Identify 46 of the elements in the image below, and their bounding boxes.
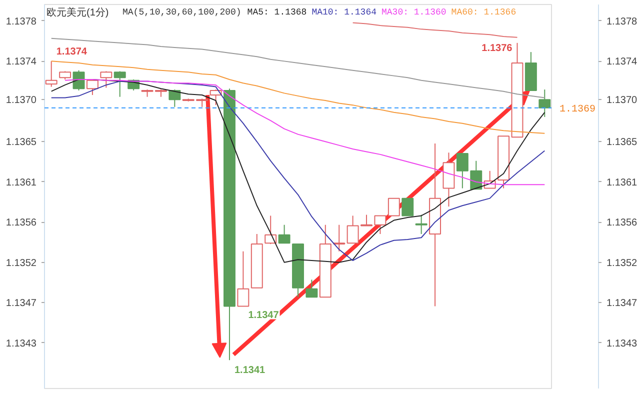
candlestick (237, 250, 250, 307)
text: MA5: 1.1368 (247, 8, 307, 18)
y-tick-label: 1.1347 (6, 298, 37, 310)
y-tick-label: 1.1361 (6, 177, 37, 188)
y2-tick-label: 1.1343 (606, 338, 638, 350)
candlestick (306, 279, 318, 298)
chart-title: 欧元美元(1分) (46, 6, 109, 18)
y-tick-label: 1.1370 (6, 95, 37, 106)
candlestick (45, 60, 58, 88)
annotation: 1.1376 (482, 43, 513, 54)
chart-subtitle: MA(5,10,30,60,100,200) (122, 8, 242, 18)
text: MA60: 1.1366 (451, 8, 516, 18)
y-tick-label: 1.1365 (6, 137, 37, 148)
candlestick (86, 78, 98, 96)
y2-tick-label: 1.1347 (606, 298, 638, 310)
y2-tick-label: 1.1370 (606, 95, 638, 106)
text: MA30: 1.1360 (382, 8, 446, 18)
y-tick-label: 1.1352 (6, 258, 37, 269)
candlestick (168, 89, 181, 108)
candlestick (114, 70, 126, 98)
annotation: 1.1341 (234, 365, 266, 376)
annotation: 1.1347 (248, 310, 280, 322)
y2-tick-label: 1.1361 (606, 177, 638, 188)
y2-tick-label: 1.1352 (606, 258, 638, 269)
candlestick (538, 89, 551, 118)
candlestick (402, 198, 414, 216)
line-series (50, 60, 546, 134)
y-tick-label: 1.1378 (6, 16, 37, 28)
candlestick (100, 70, 112, 88)
y2-tick-label: 1.1356 (606, 218, 638, 229)
annotation: 1.1374 (56, 46, 88, 58)
candlestick (333, 224, 346, 252)
candlestick (210, 89, 222, 106)
ref-line-label: 1.1369 (560, 104, 596, 116)
y2-tick-label: 1.1365 (606, 137, 638, 148)
candlestick (278, 224, 290, 244)
text: MA10: 1.1364 (312, 8, 377, 18)
line-series (352, 22, 518, 38)
candlestick (415, 214, 428, 234)
y-tick-label: 1.1374 (6, 56, 37, 68)
y-tick-label: 1.1343 (6, 338, 37, 350)
candlestick (388, 198, 400, 216)
candlestick (456, 153, 468, 189)
y-tick-label: 1.1356 (6, 218, 37, 229)
y2-tick-label: 1.1374 (606, 56, 638, 68)
y2-tick-label: 1.1378 (606, 16, 638, 28)
